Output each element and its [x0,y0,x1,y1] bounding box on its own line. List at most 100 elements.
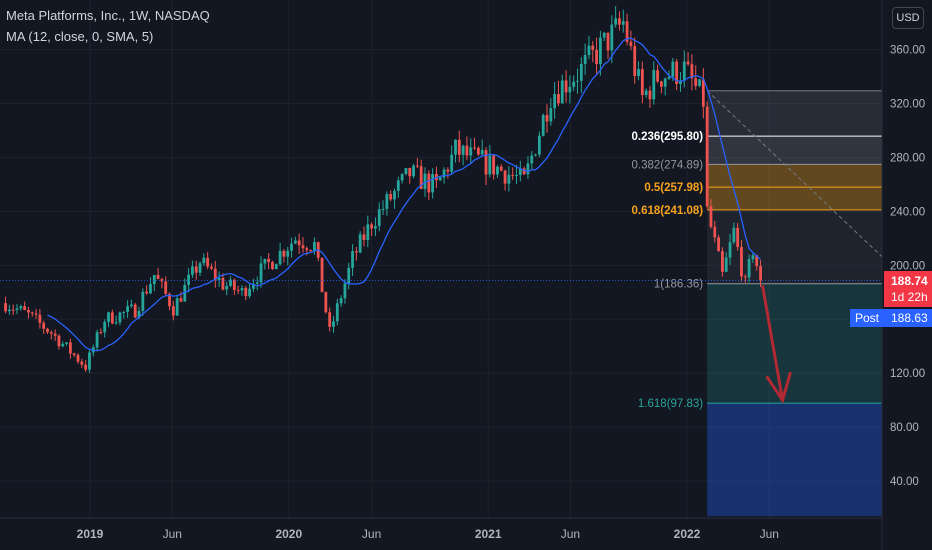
candle-body [682,61,686,81]
candle-body [236,289,240,291]
candle-body [610,24,614,51]
fib-level-label: 1.618(97.83) [638,398,703,410]
candle-body [469,147,473,156]
candle-body [324,292,328,313]
candle-body [23,306,27,310]
fib-retracement[interactable]: 0.236(295.80) 0.382(274.89) 0.5(257.98) 0.6… [632,90,883,517]
candle-body [271,261,274,270]
symbol-title[interactable]: Meta Platforms, Inc., 1W, NASDAQ [6,8,210,23]
candle-body [747,259,751,278]
candle-body [652,70,656,100]
candle-body [46,328,49,333]
candle-body [149,284,152,294]
candle-body [457,139,461,155]
candle-body [286,250,290,257]
time-tick-label: 2020 [275,527,302,541]
candle-body [515,175,518,177]
time-tick-label: 2021 [475,527,502,541]
candle-body [133,304,137,318]
candle-body [412,165,415,177]
drawing-overlays[interactable] [0,280,882,404]
candle-body [168,293,171,307]
candle-body [210,266,213,269]
candle-body [80,361,84,365]
candle-body [629,41,633,46]
candle-body [568,86,572,93]
candle-body [526,163,530,175]
time-tick-label: Jun [163,527,182,541]
candle-body [320,257,324,293]
candle-body [221,278,225,290]
candle-body [351,251,354,268]
candle-body [206,257,210,267]
candle-body [103,321,107,333]
candle-body [347,267,351,284]
price-tick-label: 240.00 [890,206,925,218]
indicator-legend[interactable]: MA (12, close, 0, SMA, 5) [6,29,154,44]
candle-body [164,281,168,294]
fib-band [707,403,882,517]
time-tick-label: Jun [760,527,779,541]
candle-body [358,234,362,253]
candle-body [473,147,476,149]
last-price-value: 188.74 [891,274,928,288]
candle-body [232,279,236,290]
candle-body [606,32,610,51]
candle-body [637,69,640,76]
candle-body [4,303,7,312]
candle-body [721,251,724,272]
candle-body [213,268,217,280]
candle-body [362,234,366,241]
candle-body [301,245,305,249]
candle-body [19,306,23,309]
candle-body [518,168,522,176]
projection-arrow-shaft [761,285,785,401]
candle-body [7,309,11,312]
projection-arrow-head [765,371,792,404]
candle-body [244,287,248,297]
candle-body [248,288,251,297]
bar-countdown: 1d 22h [891,290,928,304]
candle-body [328,312,332,327]
candle-body [698,79,701,86]
price-tick-label: 80.00 [890,422,919,434]
candle-body [713,226,717,238]
candle-body [229,279,232,286]
candle-body [400,174,404,181]
candle-body [76,355,80,362]
candle-body [663,78,667,87]
candle-body [313,242,316,251]
candle-body [381,208,385,210]
price-tick-label: 200.00 [890,260,925,272]
candle-body [156,274,160,280]
candle-body [38,314,42,323]
candle-body [419,166,423,189]
currency-button[interactable]: USD [892,7,924,29]
candle-body [389,194,393,200]
candle-body [427,173,431,193]
price-tick-label: 40.00 [890,476,919,488]
candle-body [191,266,194,275]
candle-body [461,145,465,155]
candle-body [557,94,560,104]
price-tick-label: 280.00 [890,152,925,164]
candle-body [202,257,206,264]
candle-body [618,18,621,25]
candle-body [118,312,122,323]
candle-body [408,167,412,177]
candle-body [95,332,99,348]
candle-body [602,32,606,38]
candle-body [572,81,576,87]
candle-body [274,264,278,270]
candle-body [15,308,19,310]
candle-body [198,263,202,273]
candle-body [309,250,313,252]
candle-body [114,322,118,324]
candle-body [290,243,293,251]
candle-body [252,283,255,289]
fib-level-label: 0.382(274.89) [632,159,704,171]
candle-body [57,335,61,347]
candle-body [129,304,133,307]
candle-body [335,303,339,322]
